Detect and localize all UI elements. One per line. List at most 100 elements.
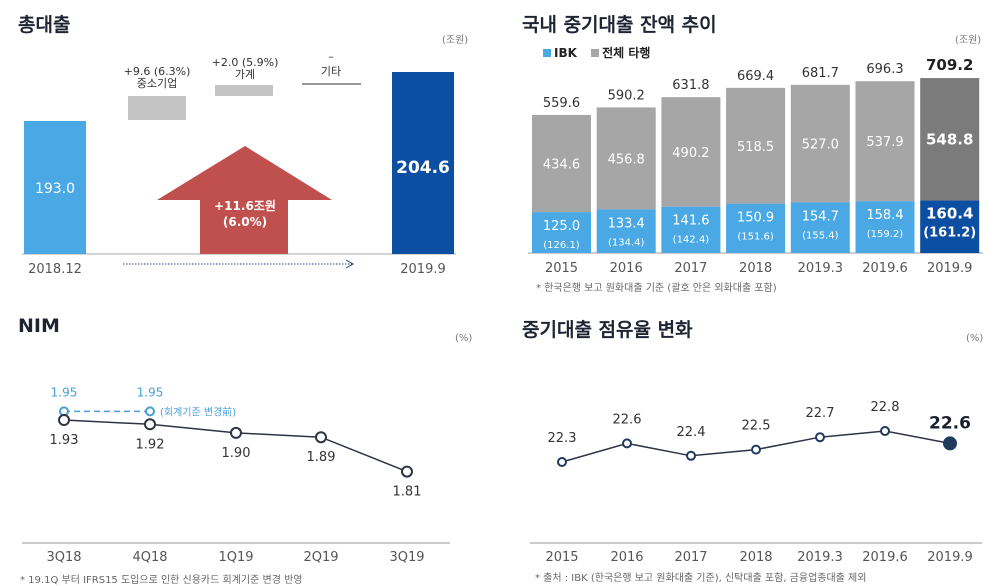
ibk-sub-label-2016: (134.4) xyxy=(608,237,645,248)
total-label-2019.3: 681.7 xyxy=(802,66,839,81)
share-xlabel-2015: 2015 xyxy=(545,550,578,565)
share-label-2017: 22.4 xyxy=(677,425,706,440)
segment-sme-change: +9.6 (6.3%) xyxy=(124,65,191,78)
bar-ibk-2019.3 xyxy=(790,202,850,253)
bar-2019-9 xyxy=(392,72,454,254)
total-label-2016: 590.2 xyxy=(608,88,645,103)
nim-point-3Q18 xyxy=(58,414,70,426)
segment-household xyxy=(215,85,273,96)
xlabel-2Q19: 2Q19 xyxy=(303,550,338,565)
nim-label-3Q19: 1.81 xyxy=(393,485,422,500)
xlabel-2019-9: 2019.9 xyxy=(400,262,446,277)
share-xlabel-2019.3: 2019.3 xyxy=(797,550,843,565)
nim-point-3Q19 xyxy=(401,465,413,478)
nim-label-3Q18: 1.93 xyxy=(50,433,79,448)
panel4-title: 중기대출 점유율 변화 xyxy=(522,319,693,341)
share-point-2018 xyxy=(751,444,761,455)
nim-point-2Q19 xyxy=(315,431,327,444)
panel4-footnote: * 출처 : IBK (한국은행 보고 원화대출 기준), 신탁대출 포함, 금… xyxy=(535,573,867,584)
panel2-footnote: * 한국은행 보고 원화대출 기준 (괄호 안은 외화대출 포함) xyxy=(536,283,777,294)
share-label-2015: 22.3 xyxy=(548,431,577,446)
growth-arrow xyxy=(157,146,332,254)
xlabel-4Q18: 4Q18 xyxy=(132,550,167,565)
total-label-2015: 559.6 xyxy=(543,96,580,111)
share-label-2019.6: 22.8 xyxy=(871,400,900,415)
ibk-sub-label-2019.6: (159.2) xyxy=(867,229,904,240)
xlabel-1Q19: 1Q19 xyxy=(218,550,253,565)
bar-others-2016 xyxy=(596,107,656,210)
ibk-label-2019.6: 158.4 xyxy=(866,208,903,223)
share-xlabel-2018: 2018 xyxy=(739,550,772,565)
ibk-sub-label-2015: (126.1) xyxy=(543,240,580,251)
nim-label-2Q19: 1.89 xyxy=(307,450,336,465)
legend: IBK 전체 타행 xyxy=(543,44,650,61)
xlabel-2015: 2015 xyxy=(545,261,578,276)
ibk-sub-label-2018: (151.6) xyxy=(737,232,774,243)
nim-label-4Q18: 1.92 xyxy=(136,437,165,452)
share-xlabel-2017: 2017 xyxy=(674,550,707,565)
ibk-label-2018: 150.9 xyxy=(737,211,774,226)
legend-others: 전체 타행 xyxy=(591,46,650,60)
xlabel-2017: 2017 xyxy=(674,261,707,276)
nim-prev-annotation: (회계기준 변경前) xyxy=(160,405,236,418)
share-label-2016: 22.6 xyxy=(613,412,642,427)
others-label-2018: 518.5 xyxy=(737,140,774,155)
xlabel-2019.3: 2019.3 xyxy=(798,261,844,276)
share-label-2019.3: 22.7 xyxy=(806,406,835,421)
ibk-sub-label-2019.9: (161.2) xyxy=(923,226,976,241)
bar-others-2015 xyxy=(532,114,591,213)
segment-household-name: 가계 xyxy=(235,68,255,81)
share-point-2017 xyxy=(686,450,696,461)
xlabel-2019.9: 2019.9 xyxy=(927,261,973,276)
total-label-2017: 631.8 xyxy=(672,78,709,93)
ibk-label-2019.3: 154.7 xyxy=(802,209,839,224)
xlabel-2016: 2016 xyxy=(610,261,643,276)
legend-others-label: 전체 타행 xyxy=(602,46,651,60)
xlabel-2019.6: 2019.6 xyxy=(862,261,908,276)
share-label-2019.9: 22.6 xyxy=(929,413,971,433)
ibk-label-2019.9: 160.4 xyxy=(926,205,973,223)
xlabel-2018-12: 2018.12 xyxy=(28,262,82,277)
nim-point-4Q18 xyxy=(144,418,156,431)
xlabel-2018: 2018 xyxy=(739,261,772,276)
segment-other xyxy=(302,83,361,85)
ibk-label-2017: 141.6 xyxy=(672,214,709,229)
bar-ibk-2015 xyxy=(532,212,591,253)
others-label-2019.9: 548.8 xyxy=(926,130,973,148)
ibk-label-2016: 133.4 xyxy=(608,216,645,231)
bar-ibk-2016 xyxy=(596,209,656,253)
share-xlabel-2019.9: 2019.9 xyxy=(927,550,973,565)
panel2-unit: (조원) xyxy=(955,35,982,46)
bar-others-2017 xyxy=(661,97,721,207)
legend-others-swatch xyxy=(591,49,600,57)
xlabel-3Q19: 3Q19 xyxy=(389,550,424,565)
share-label-2018: 22.5 xyxy=(742,419,771,434)
share-point-2019.9 xyxy=(943,436,957,451)
panel4-unit: (%) xyxy=(966,333,984,344)
legend-ibk-swatch xyxy=(543,49,551,57)
nim-label-1Q19: 1.90 xyxy=(222,446,251,461)
segment-sme-name: 중소기업 xyxy=(137,77,177,90)
panel1-unit: (조원) xyxy=(442,35,469,46)
share-point-2019.6 xyxy=(880,426,890,436)
bar-ibk-2018 xyxy=(726,203,786,253)
bar-others-2019.3 xyxy=(790,84,850,203)
share-point-2016 xyxy=(622,438,632,449)
ibk-sub-label-2017: (142.4) xyxy=(673,235,710,246)
ibk-label-2015: 125.0 xyxy=(543,219,580,234)
bar-value-2019-9: 204.6 xyxy=(396,158,450,178)
others-label-2019.6: 537.9 xyxy=(866,135,903,150)
xlabel-3Q18: 3Q18 xyxy=(46,550,81,565)
panel3-title: NIM xyxy=(18,315,60,337)
share-xlabel-2016: 2016 xyxy=(610,550,643,565)
segment-sme xyxy=(128,96,186,120)
segment-household-change: +2.0 (5.9%) xyxy=(212,56,279,69)
others-label-2015: 434.6 xyxy=(543,158,580,173)
others-label-2016: 456.8 xyxy=(608,152,645,167)
panel1-title: 총대출 xyxy=(18,14,71,36)
bar-others-2018 xyxy=(726,87,786,204)
segment-other-change: – xyxy=(328,50,334,63)
bar-ibk-2017 xyxy=(661,206,721,253)
bar-value-2018-12: 193.0 xyxy=(35,181,75,197)
